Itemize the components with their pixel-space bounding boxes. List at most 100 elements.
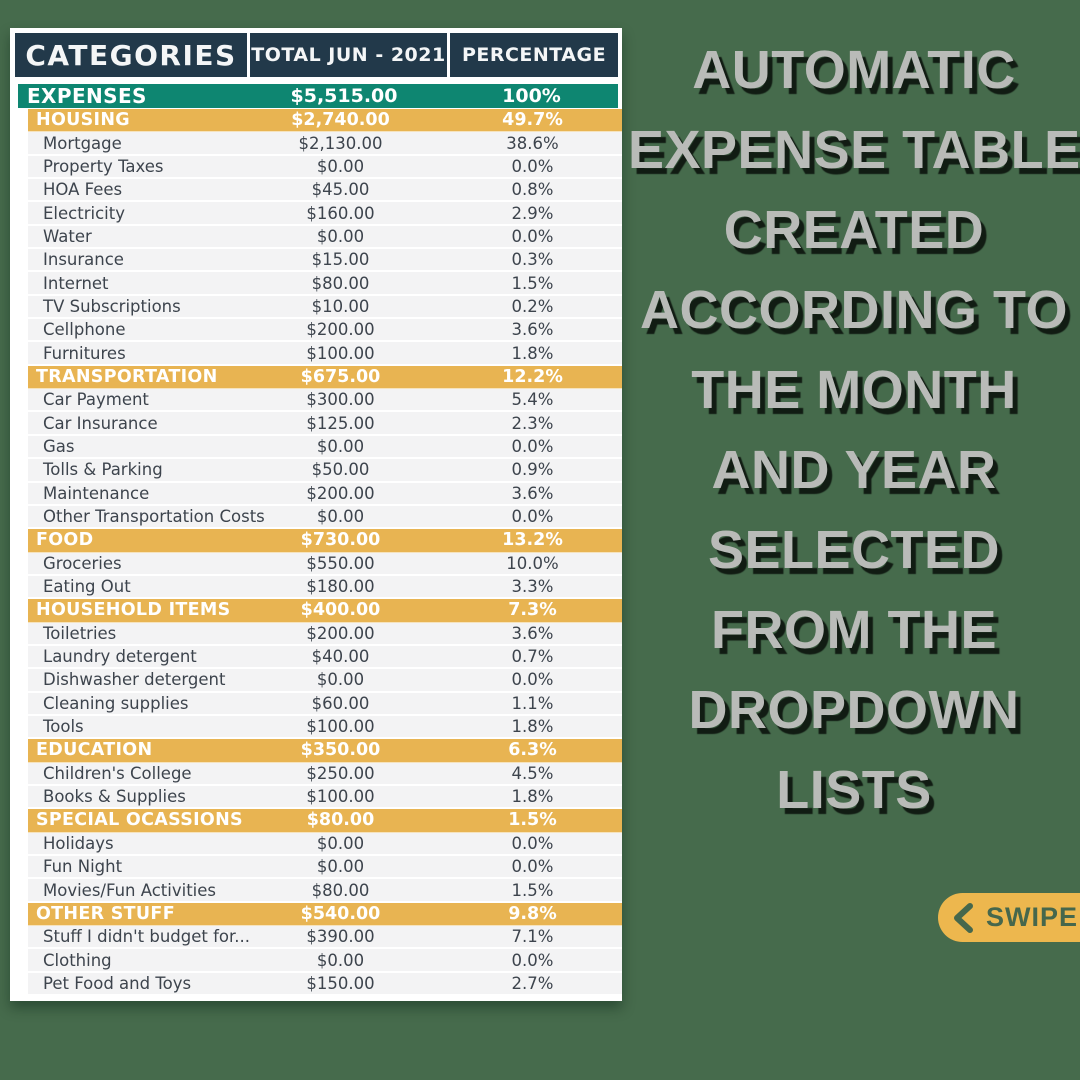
swipe-button[interactable]: SWIPE [938, 893, 1080, 942]
expense-item-row: Gas $0.00 0.0% [28, 435, 622, 460]
expense-item-row: Eating Out $180.00 3.3% [28, 575, 622, 600]
expense-item-row: Internet $80.00 1.5% [28, 272, 622, 296]
item-label: Other Transportation Costs [43, 507, 265, 527]
headline-line: LISTS [776, 760, 932, 820]
expense-item-row: Electricity $160.00 2.9% [28, 202, 622, 226]
table-header-row: CATEGORIES TOTAL JUN - 2021 PERCENTAGE [15, 33, 618, 77]
item-percentage: 1.8% [511, 787, 554, 807]
item-percentage: 0.2% [511, 296, 554, 316]
expense-item-row: Water $0.00 0.0% [28, 225, 622, 250]
section-label: HOUSING [36, 110, 130, 131]
expense-item-row: Clothing $0.00 0.0% [28, 949, 622, 973]
section-label: OTHER STUFF [36, 903, 175, 924]
section-total: $675.00 [300, 366, 381, 387]
item-percentage: 2.7% [511, 973, 554, 993]
section-header-row: OTHER STUFF $540.00 9.8% [28, 902, 622, 927]
expense-item-row: HOA Fees $45.00 0.8% [28, 179, 622, 203]
expense-item-row: TV Subscriptions $10.00 0.2% [28, 295, 622, 320]
item-total: $2,130.00 [298, 133, 383, 153]
item-percentage: 2.3% [511, 413, 554, 433]
item-label: Cleaning supplies [43, 693, 189, 713]
item-percentage: 3.3% [511, 577, 554, 597]
section-header-row: EDUCATION $350.00 6.3% [28, 739, 622, 763]
item-total: $300.00 [306, 390, 375, 410]
section-percentage: 1.5% [508, 810, 557, 831]
item-total: $60.00 [311, 693, 370, 713]
item-label: Clothing [43, 950, 112, 970]
item-label: Tools [43, 717, 84, 737]
item-label: Laundry detergent [43, 647, 197, 667]
section-header-row: TRANSPORTATION $675.00 12.2% [28, 365, 622, 390]
headline-line: AND YEAR [711, 440, 997, 500]
item-total: $0.00 [316, 833, 365, 853]
item-label: Fun Night [43, 857, 123, 877]
item-total: $100.00 [306, 717, 375, 737]
item-percentage: 3.6% [511, 483, 554, 503]
header-total-month: TOTAL JUN - 2021 [250, 33, 447, 77]
item-percentage: 1.8% [511, 717, 554, 737]
item-total: $150.00 [306, 973, 375, 993]
expense-item-row: Insurance $15.00 0.3% [28, 249, 622, 273]
item-percentage: 3.6% [511, 623, 554, 643]
expenses-label: EXPENSES [27, 84, 147, 108]
section-label: TRANSPORTATION [36, 366, 218, 387]
item-total: $250.00 [306, 763, 375, 783]
expense-item-row: Stuff I didn't budget for... $390.00 7.1… [28, 926, 622, 950]
section-label: EDUCATION [36, 740, 153, 761]
expense-item-row: Tools $100.00 1.8% [28, 715, 622, 740]
expenses-total: $5,515.00 [290, 85, 398, 107]
expense-item-row: Holidays $0.00 0.0% [28, 832, 622, 856]
item-percentage: 0.0% [511, 833, 554, 853]
table-body: HOUSING $2,740.00 49.7% Mortgage $2,130.… [28, 109, 622, 997]
section-header-row: FOOD $730.00 13.2% [28, 529, 622, 553]
item-label: Water [43, 226, 92, 246]
item-label: Stuff I didn't budget for... [43, 927, 251, 947]
item-total: $390.00 [306, 927, 375, 947]
item-total: $200.00 [306, 623, 375, 643]
item-total: $0.00 [316, 226, 365, 246]
item-total: $100.00 [306, 787, 375, 807]
item-label: Car Payment [43, 390, 149, 410]
expense-item-row: Books & Supplies $100.00 1.8% [28, 785, 622, 810]
item-percentage: 1.5% [511, 880, 554, 900]
item-total: $10.00 [311, 296, 370, 316]
item-percentage: 0.3% [511, 250, 554, 270]
section-label: FOOD [36, 530, 94, 551]
item-percentage: 0.9% [511, 460, 554, 480]
item-total: $80.00 [311, 880, 370, 900]
section-percentage: 13.2% [502, 530, 563, 551]
expense-item-row: Groceries $550.00 10.0% [28, 552, 622, 576]
headline-line: FROM THE [711, 600, 997, 660]
headline-line: ACCORDING TO [639, 280, 1068, 340]
expense-item-row: Furnitures $100.00 1.8% [28, 342, 622, 366]
expenses-total-row: EXPENSES $5,515.00 100% [18, 84, 618, 108]
section-total: $400.00 [300, 600, 381, 621]
section-total: $2,740.00 [291, 110, 390, 131]
item-percentage: 4.5% [511, 763, 554, 783]
headline-text: AUTOMATIC EXPENSE TABLE CREATED ACCORDING T… [628, 30, 1080, 830]
headline-line: SELECTED [707, 520, 1001, 580]
item-label: Insurance [43, 250, 124, 270]
item-total: $160.00 [306, 203, 375, 223]
item-percentage: 1.5% [511, 273, 554, 293]
section-header-row: SPECIAL OCASSIONS $80.00 1.5% [28, 809, 622, 833]
item-total: $80.00 [311, 273, 370, 293]
item-label: HOA Fees [43, 180, 123, 200]
section-percentage: 49.7% [502, 110, 563, 131]
item-percentage: 0.0% [511, 507, 554, 527]
section-total: $350.00 [300, 740, 381, 761]
headline-line: THE MONTH [691, 360, 1017, 420]
header-categories: CATEGORIES [15, 33, 247, 77]
item-percentage: 0.0% [511, 670, 554, 690]
section-header-row: HOUSING $2,740.00 49.7% [28, 109, 622, 133]
item-label: Books & Supplies [43, 787, 186, 807]
item-label: Gas [43, 436, 75, 456]
expense-item-row: Dishwasher detergent $0.00 0.0% [28, 669, 622, 693]
item-total: $15.00 [311, 250, 370, 270]
expense-item-row: Mortgage $2,130.00 38.6% [28, 132, 622, 156]
item-label: Mortgage [43, 133, 122, 153]
item-label: Eating Out [43, 577, 131, 597]
expense-item-row: Other Transportation Costs $0.00 0.0% [28, 505, 622, 530]
item-percentage: 10.0% [506, 553, 559, 573]
